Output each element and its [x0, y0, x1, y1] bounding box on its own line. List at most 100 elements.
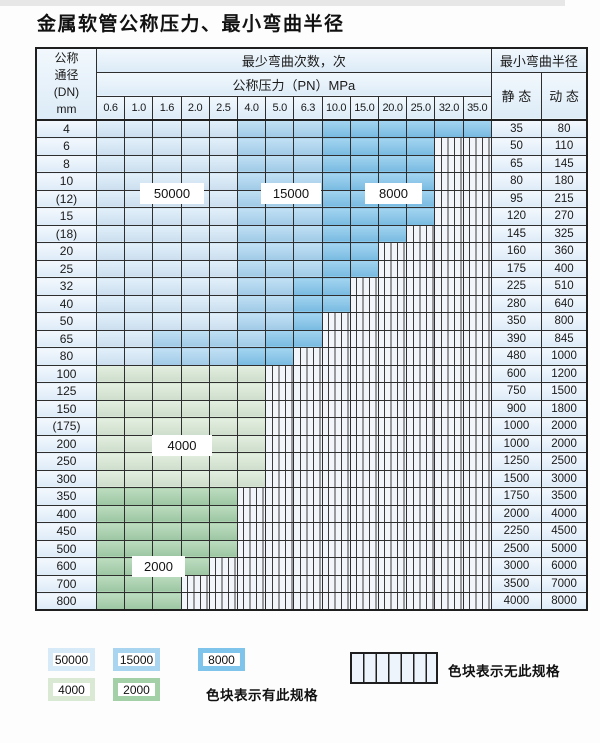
table-row: 25 175 400 — [35, 259, 588, 278]
spec-cell-8000 — [321, 207, 351, 226]
dynamic-radius-cell: 215 — [541, 189, 588, 208]
spec-cell-none — [462, 487, 492, 506]
spec-cell-50000 — [180, 277, 210, 296]
static-radius-cell: 2000 — [490, 504, 543, 523]
spec-cell-8000 — [406, 154, 436, 173]
spec-cell-50000 — [208, 312, 238, 331]
dn-cell: 150 — [35, 399, 97, 418]
dynamic-radius-cell: 4000 — [541, 504, 588, 523]
spec-cell-none — [406, 294, 436, 313]
spec-cell-none — [265, 487, 295, 506]
static-radius-cell: 3500 — [490, 574, 543, 593]
spec-cell-none — [462, 364, 492, 383]
dynamic-radius-cell: 4500 — [541, 522, 588, 541]
spec-cell-none — [434, 592, 464, 611]
table-row: 400 2000 4000 — [35, 504, 588, 523]
spec-cell-4000 — [236, 452, 267, 471]
spec-cell-15000 — [236, 329, 267, 348]
spec-cell-none — [462, 574, 492, 593]
spec-cell-4000 — [208, 399, 238, 418]
spec-cell-4000 — [95, 434, 126, 453]
dn-cell: 6 — [35, 137, 97, 156]
spec-cell-none — [406, 504, 436, 523]
spec-cell-none — [321, 557, 351, 576]
spec-cell-50000 — [208, 137, 238, 156]
spec-cell-none — [377, 574, 408, 593]
spec-cell-none — [236, 539, 267, 558]
spec-cell-none — [434, 504, 464, 523]
spec-cell-none — [265, 434, 295, 453]
table-row: 32 225 510 — [35, 277, 588, 296]
spec-cell-50000 — [208, 259, 238, 278]
spec-cell-15000 — [265, 294, 295, 313]
spec-cell-15000 — [293, 207, 323, 226]
pressure-col-header: 10.0 — [321, 95, 351, 121]
spec-cell-none — [349, 522, 379, 541]
spec-cell-2000 — [124, 592, 154, 611]
spec-cell-50000 — [152, 294, 182, 313]
spec-cell-none — [462, 382, 492, 401]
dynamic-radius-cell: 1500 — [541, 382, 588, 401]
dynamic-radius-cell: 7000 — [541, 574, 588, 593]
spec-cell-none — [236, 487, 267, 506]
spec-cell-8000 — [321, 259, 351, 278]
spec-cell-none — [406, 522, 436, 541]
spec-cell-15000 — [208, 329, 238, 348]
spec-cell-50000 — [124, 277, 154, 296]
table-row: 150 900 1800 — [35, 399, 588, 418]
spec-cell-4000 — [208, 469, 238, 488]
spec-cell-15000 — [236, 224, 267, 243]
dn-cell: (175) — [35, 417, 97, 436]
spec-cell-8000 — [265, 347, 295, 366]
spec-cell-15000 — [236, 312, 267, 331]
table-row: 800 4000 8000 — [35, 592, 588, 611]
spec-cell-50000 — [124, 119, 154, 138]
spec-cell-none — [377, 347, 408, 366]
dynamic-radius-cell: 845 — [541, 329, 588, 348]
spec-cell-none — [462, 452, 492, 471]
spec-cell-none — [349, 487, 379, 506]
spec-cell-50000 — [152, 277, 182, 296]
spec-cell-8000 — [349, 242, 379, 261]
dn-cell: 700 — [35, 574, 97, 593]
spec-cell-none — [377, 522, 408, 541]
dn-cell: 80 — [35, 347, 97, 366]
spec-cell-none — [293, 592, 323, 611]
static-radius-cell: 225 — [490, 277, 543, 296]
spec-cell-2000 — [208, 487, 238, 506]
header-bend-cycles: 最少弯曲次数，次 — [95, 47, 492, 73]
spec-cell-4000 — [152, 382, 182, 401]
spec-cell-none — [349, 417, 379, 436]
dn-cell: 8 — [35, 154, 97, 173]
static-radius-cell: 390 — [490, 329, 543, 348]
spec-cell-50000 — [180, 294, 210, 313]
spec-cell-none — [321, 364, 351, 383]
spec-cell-4000 — [124, 399, 154, 418]
spec-cell-none — [462, 294, 492, 313]
dynamic-radius-cell: 8000 — [541, 592, 588, 611]
spec-cell-none — [321, 469, 351, 488]
spec-cell-none — [293, 557, 323, 576]
spec-cell-8000 — [462, 119, 492, 138]
spec-cell-none — [434, 207, 464, 226]
spec-cell-none — [434, 522, 464, 541]
spec-cell-none — [265, 504, 295, 523]
spec-cell-none — [377, 487, 408, 506]
spec-cell-50000 — [95, 207, 126, 226]
dn-cell: (12) — [35, 189, 97, 208]
spec-cell-2000 — [208, 522, 238, 541]
dn-cell: 800 — [35, 592, 97, 611]
pressure-col-header: 20.0 — [377, 95, 408, 121]
dynamic-radius-cell: 180 — [541, 172, 588, 191]
spec-cell-8000 — [321, 277, 351, 296]
spec-cell-4000 — [236, 469, 267, 488]
spec-cell-50000 — [180, 242, 210, 261]
spec-cell-none — [236, 592, 267, 611]
spec-cell-8000 — [236, 347, 267, 366]
dn-cell: 100 — [35, 364, 97, 383]
static-radius-cell: 160 — [490, 242, 543, 261]
spec-cell-none — [293, 504, 323, 523]
dn-cell: 200 — [35, 434, 97, 453]
dn-cell: 4 — [35, 119, 97, 138]
spec-cell-15000 — [265, 242, 295, 261]
